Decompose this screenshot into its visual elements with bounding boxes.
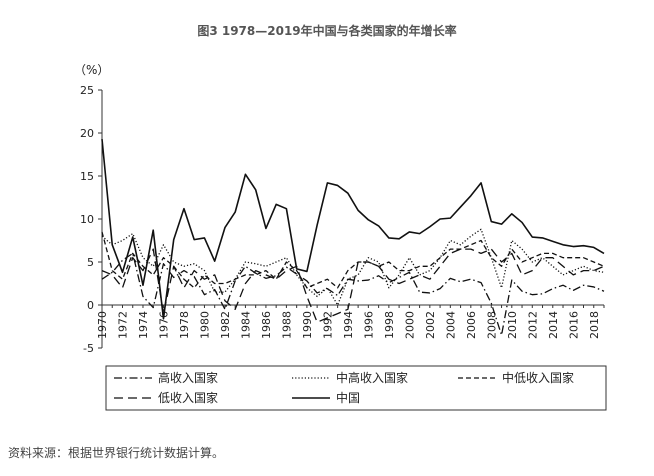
legend-label: 低收入国家 xyxy=(158,390,218,405)
legend-label: 中低收入国家 xyxy=(502,370,574,385)
legend-label: 中高收入国家 xyxy=(336,370,408,385)
x-tick-label: 1996 xyxy=(362,311,375,339)
x-tick-label: 1988 xyxy=(280,311,293,339)
legend-label: 高收入国家 xyxy=(158,370,218,385)
x-tick-label: 1990 xyxy=(301,311,314,339)
y-tick-label: 5 xyxy=(87,256,94,269)
x-tick-label: 1994 xyxy=(342,311,355,339)
x-tick-label: 1984 xyxy=(239,311,252,339)
y-tick-label: -5 xyxy=(83,342,94,355)
x-tick-label: 2010 xyxy=(506,311,519,339)
chart-title: 图3 1978—2019年中国与各类国家的年增长率 xyxy=(197,24,457,38)
x-tick-label: 2002 xyxy=(424,311,437,339)
source-note: 资料来源：根据世界银行统计数据计算。 xyxy=(8,446,225,460)
series-lines xyxy=(101,138,605,336)
x-tick-label: 1970 xyxy=(96,311,109,339)
x-tick-label: 1972 xyxy=(116,311,129,339)
y-tick-label: 25 xyxy=(80,84,94,97)
x-tick-label: 2016 xyxy=(567,311,580,339)
x-tick-label: 2012 xyxy=(526,311,539,339)
x-tick-label: 1974 xyxy=(137,311,150,339)
x-tick-label: 1998 xyxy=(383,311,396,339)
legend-box xyxy=(105,365,607,411)
series-line-低收入国家 xyxy=(101,248,605,323)
x-tick-label: 2004 xyxy=(444,311,457,339)
y-tick-label: 0 xyxy=(87,299,94,312)
x-tick-label: 2018 xyxy=(588,311,601,339)
x-tick-label: 2006 xyxy=(465,311,478,339)
x-tick-label: 1976 xyxy=(157,311,170,339)
series-line-高收入国家 xyxy=(101,252,605,336)
y-tick-label: 10 xyxy=(80,213,94,226)
y-tick-label: 15 xyxy=(80,170,94,183)
x-tick-label: 1978 xyxy=(178,311,191,339)
x-tick-label: 1980 xyxy=(198,311,211,339)
x-tick-label: 2000 xyxy=(403,311,416,339)
x-tick-label: 1982 xyxy=(219,311,232,339)
series-line-中高收入国家 xyxy=(101,228,605,306)
x-tick-label: 1986 xyxy=(260,311,273,339)
series-line-中低收入国家 xyxy=(101,231,605,289)
series-line-中国 xyxy=(101,138,605,320)
axes: -5 0 5 10 15 20 25 1970 1972 1974 1976 1978 1980 1982… xyxy=(80,84,605,355)
y-axis-label: （%） xyxy=(74,63,109,77)
x-tick-label: 1992 xyxy=(321,311,334,339)
y-tick-label: 20 xyxy=(80,127,94,140)
legend-label: 中国 xyxy=(336,390,360,405)
x-tick-label: 2014 xyxy=(547,311,560,339)
x-tick-label: 2008 xyxy=(485,311,498,339)
